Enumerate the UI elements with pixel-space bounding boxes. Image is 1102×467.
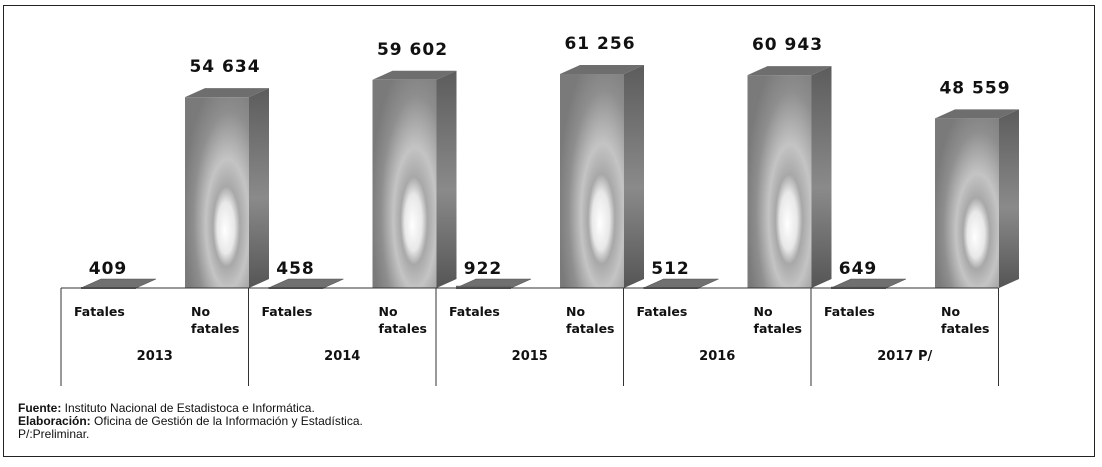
category-axis: 409 54 634 458 59 602 922 61 256 512 60 943 649 4… <box>60 34 1010 386</box>
year-label: 2013 <box>137 349 173 364</box>
value-label-fatales: 409 <box>89 259 128 279</box>
tick-label-fatales: Fatales <box>262 304 313 319</box>
tick-label-fatales: Fatales <box>449 304 500 319</box>
elaboration-label: Elaboración: <box>18 414 91 428</box>
tick-label-no-fatales: No <box>754 304 773 319</box>
tick-label-no-fatales: No <box>566 304 585 319</box>
tick-label-no-fatales: No <box>191 304 210 319</box>
value-label-no-fatales: 59 602 <box>377 40 448 60</box>
tick-label-no-fatales-line2: fatales <box>941 321 990 336</box>
bar-no-fatales-2016 <box>747 66 832 288</box>
elaboration-text: Oficina de Gestión de la Información y E… <box>90 414 363 428</box>
tick-label-no-fatales: No <box>379 304 398 319</box>
bar-no-fatales-2017P <box>935 109 1019 289</box>
value-label-fatales: 512 <box>651 259 690 279</box>
year-label: 2017 P/ <box>877 349 932 364</box>
year-label: 2014 <box>324 349 360 364</box>
value-label-fatales: 649 <box>839 259 878 279</box>
chart-notes: Fuente: Instituto Nacional de Estadistoc… <box>18 402 363 441</box>
chart-frame: 409 54 634 458 59 602 922 61 256 512 60 943 649 4… <box>3 5 1095 457</box>
value-label-no-fatales: 61 256 <box>564 34 635 54</box>
tick-label-fatales: Fatales <box>824 304 875 319</box>
source-line: Fuente: Instituto Nacional de Estadistoc… <box>18 402 363 415</box>
value-label-no-fatales: 48 559 <box>939 78 1010 98</box>
value-label-no-fatales: 54 634 <box>189 57 260 77</box>
tick-label-no-fatales-line2: fatales <box>754 321 803 336</box>
year-label: 2016 <box>699 349 735 364</box>
year-label: 2015 <box>512 349 548 364</box>
tick-label-fatales: Fatales <box>74 304 125 319</box>
value-label-no-fatales: 60 943 <box>752 35 823 55</box>
bar-no-fatales-2015 <box>560 65 644 288</box>
bar-chart: 409 54 634 458 59 602 922 61 256 512 60 943 649 4… <box>60 34 1019 386</box>
value-label-fatales: 458 <box>276 259 315 279</box>
preliminary-note: P/:Preliminar. <box>18 427 90 441</box>
bar-no-fatales-2014 <box>372 70 457 288</box>
source-label: Fuente: <box>18 401 62 415</box>
tick-label-no-fatales-line2: fatales <box>191 321 240 336</box>
value-label-fatales: 922 <box>464 259 503 279</box>
bars-layer <box>80 65 1019 289</box>
source-text: Instituto Nacional de Estadistoca e Info… <box>61 401 315 415</box>
tick-label-no-fatales: No <box>941 304 960 319</box>
tick-label-no-fatales-line2: fatales <box>566 321 615 336</box>
tick-label-fatales: Fatales <box>637 304 688 319</box>
tick-label-no-fatales-line2: fatales <box>379 321 428 336</box>
elaboration-line: Elaboración: Oficina de Gestión de la In… <box>18 415 363 428</box>
bar-no-fatales-2013 <box>185 88 269 288</box>
